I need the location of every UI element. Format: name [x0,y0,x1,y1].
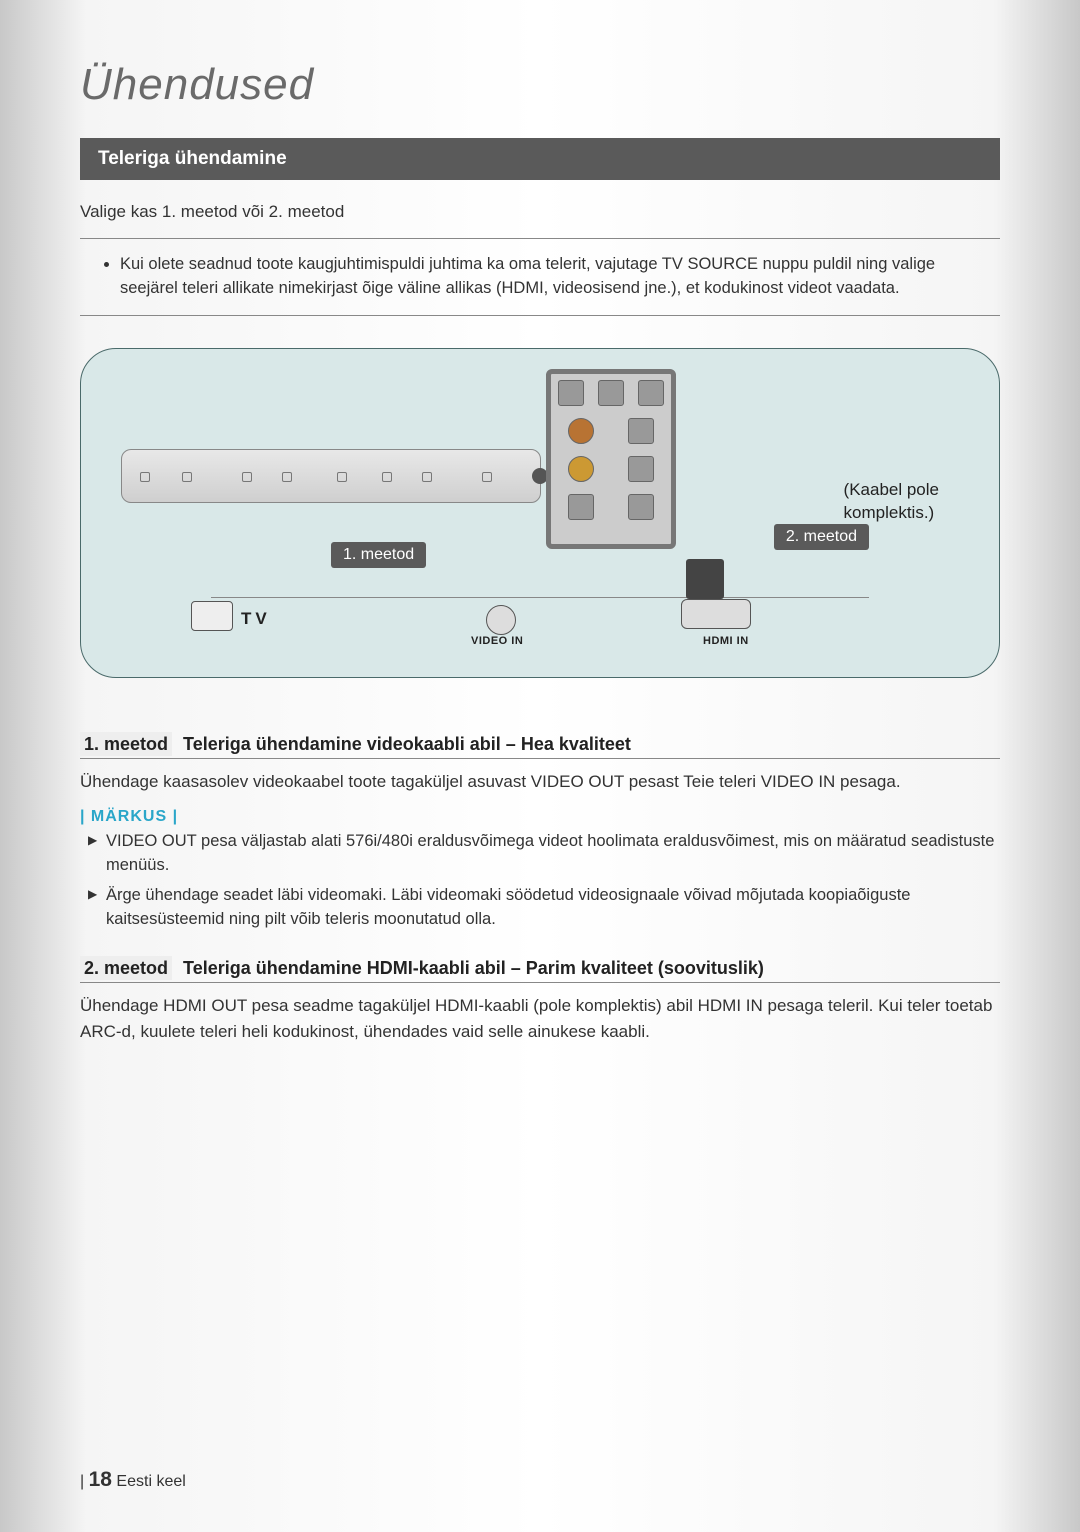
cable-note: (Kaabel pole komplektis.) [844,479,939,525]
info-bullet: Kui olete seadnud toote kaugjuhtimispuld… [120,253,988,301]
tv-icon [191,601,233,631]
method1-body: Ühendage kaasasolev videokaabel toote ta… [80,769,1000,795]
page-footer: | 18 Eesti keel [80,1468,186,1492]
method1-label: 1. meetod [80,732,172,756]
method2-tag: 2. meetod [774,524,869,550]
note-label: | MÄRKUS | [80,808,1000,826]
method1-block: 1. meetod Teleriga ühendamine videokaabl… [80,734,1000,932]
rear-panel-icon [546,369,676,549]
method2-label: 2. meetod [80,956,172,980]
hdmi-in-label: HDMI IN [703,635,749,647]
soundbar-icon [121,449,541,503]
footer-lang: Eesti keel [116,1473,185,1490]
cable-note-line1: (Kaabel pole [844,480,939,499]
info-box: Kui olete seadnud toote kaugjuhtimispuld… [80,238,1000,316]
hdmi-connector-icon [686,559,724,599]
note-item: VIDEO OUT pesa väljastab alati 576i/480i… [88,830,1000,878]
method2-body: Ühendage HDMI OUT pesa seadme tagaküljel… [80,993,1000,1044]
video-in-label: VIDEO IN [471,635,523,647]
method1-title: Teleriga ühendamine videokaabli abil – H… [183,734,631,754]
method2-title: Teleriga ühendamine HDMI-kaabli abil – P… [183,958,764,978]
note-item: Ärge ühendage seadet läbi videomaki. Läb… [88,884,1000,932]
diagram-container: (Kaabel pole komplektis.) 1. meetod 2. m… [80,340,1000,708]
video-plug-icon [486,605,516,635]
tv-label: TV [241,609,271,629]
diagram-divider [211,597,869,598]
page-number: 18 [89,1468,112,1491]
method1-tag: 1. meetod [331,542,426,568]
connection-diagram: (Kaabel pole komplektis.) 1. meetod 2. m… [80,348,1000,678]
intro-text: Valige kas 1. meetod või 2. meetod [80,202,1000,222]
method2-block: 2. meetod Teleriga ühendamine HDMI-kaabl… [80,958,1000,1044]
note-list: VIDEO OUT pesa väljastab alati 576i/480i… [80,830,1000,932]
chapter-title: Ühendused [80,60,1000,110]
section-heading: Teleriga ühendamine [80,138,1000,180]
hdmi-plug-icon [681,599,751,629]
cable-note-line2: komplektis.) [844,503,935,522]
